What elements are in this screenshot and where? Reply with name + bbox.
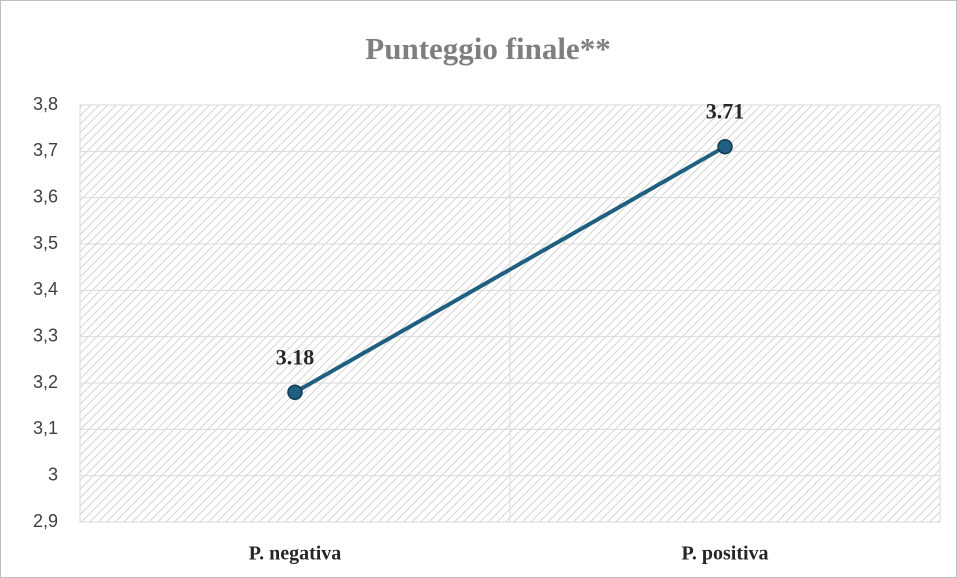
x-tick-label: P. positiva xyxy=(681,543,768,565)
y-tick-label: 3,3 xyxy=(33,325,58,345)
data-label: 3.18 xyxy=(276,344,315,369)
y-tick-label: 2,9 xyxy=(33,511,58,531)
y-tick-label: 3,4 xyxy=(33,279,58,299)
y-tick-label: 3,2 xyxy=(33,372,58,392)
y-tick-label: 3,6 xyxy=(33,186,58,206)
y-tick-label: 3 xyxy=(48,464,58,484)
data-label: 3.71 xyxy=(706,99,745,124)
marker xyxy=(287,384,303,401)
y-tick-label: 3,5 xyxy=(33,233,58,253)
chart-title: Punteggio finale** xyxy=(365,31,610,66)
y-tick-label: 3,1 xyxy=(33,418,58,438)
x-tick-label: P. negativa xyxy=(249,543,342,565)
marker xyxy=(717,138,733,155)
y-tick-label: 3,8 xyxy=(33,94,58,114)
line xyxy=(294,144,726,395)
y-tick-label: 3,7 xyxy=(33,140,58,160)
